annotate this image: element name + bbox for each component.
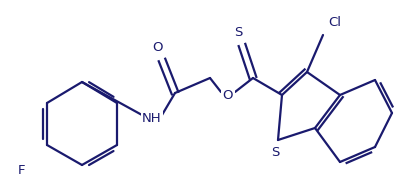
Text: S: S [233,25,242,38]
Text: Cl: Cl [328,15,341,28]
Text: O: O [153,41,163,54]
Text: F: F [18,163,26,177]
Text: O: O [222,89,233,102]
Text: NH: NH [142,112,162,124]
Text: S: S [270,145,279,159]
